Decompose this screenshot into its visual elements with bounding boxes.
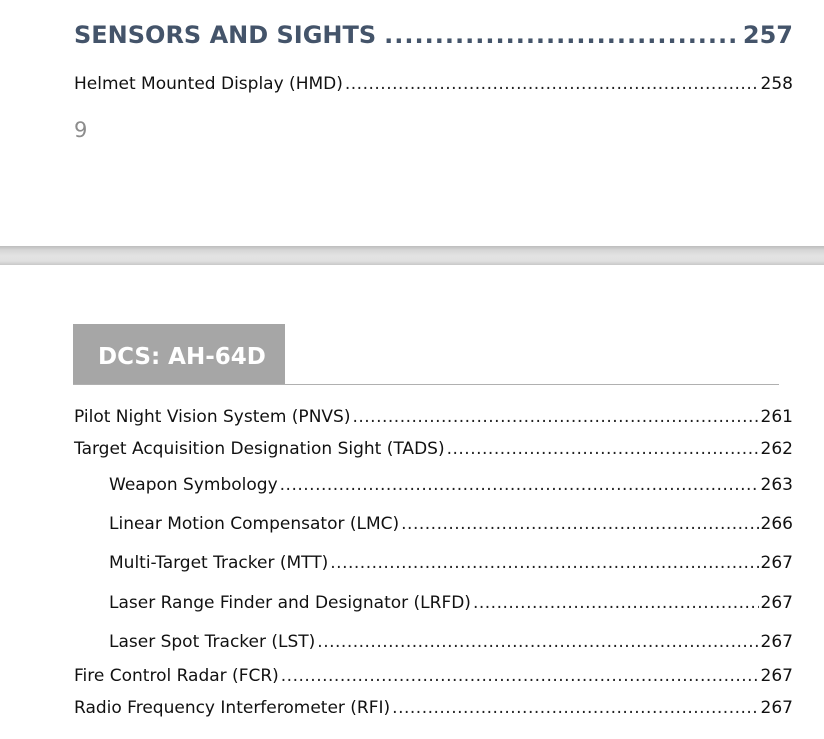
toc-entry-page: 258 [760,74,793,94]
dot-leader: ........................................… [317,632,758,652]
toc-entry-page: 261 [760,407,793,427]
toc-subentry[interactable]: Weapon Symbology .......................… [109,474,793,496]
toc-entry-title: Target Acquisition Designation Sight (TA… [74,439,445,459]
toc-entry-title: Linear Motion Compensator (LMC) [109,514,400,534]
toc-entry-page: 267 [760,553,793,573]
toc-entry[interactable]: Helmet Mounted Display (HMD) ...........… [74,73,793,95]
toc-entry[interactable]: Radio Frequency Interferometer (RFI) ...… [74,697,793,719]
toc-entry-title: Pilot Night Vision System (PNVS) [74,407,351,427]
toc-entry-title: Radio Frequency Interferometer (RFI) [74,698,391,718]
section-title: SENSORS AND SIGHTS [74,21,377,49]
toc-entry-page: 266 [760,514,793,534]
toc-entry-title: Fire Control Radar (FCR) [74,666,279,686]
toc-entry-page: 267 [760,593,793,613]
chapter-tab: DCS: AH-64D [73,324,285,384]
toc-entry-title: Helmet Mounted Display (HMD) [74,74,343,94]
section-page-number: 257 [742,21,793,49]
toc-entry-page: 267 [760,698,793,718]
document-page-bottom: DCS: AH-64D Pilot Night Vision System (P… [0,265,824,739]
dot-leader: ........................................… [446,439,759,459]
toc-entry-page: 262 [760,439,793,459]
dot-leader: ........................................… [401,514,759,534]
toc-entry-title: Weapon Symbology [109,475,278,495]
dot-leader: ........................................… [352,407,759,427]
dot-leader: ........................................… [344,74,759,94]
toc-entry-page: 267 [760,666,793,686]
toc-entry[interactable]: Fire Control Radar (FCR) ...............… [74,665,793,687]
toc-subentry[interactable]: Linear Motion Compensator (LMC) ........… [109,513,793,535]
toc-entry[interactable]: Target Acquisition Designation Sight (TA… [74,438,793,460]
chapter-title: DCS: AH-64D [98,344,266,370]
toc-entry-title: Laser Range Finder and Designator (LRFD) [109,593,471,613]
dot-leader: ........................................… [330,553,758,573]
toc-entry[interactable]: Pilot Night Vision System (PNVS) .......… [74,406,793,428]
document-page-top: SENSORS AND SIGHTS .....................… [0,0,824,246]
toc-section-heading[interactable]: SENSORS AND SIGHTS .....................… [74,20,793,50]
dot-leader: ........................................… [280,666,759,686]
toc-subentry[interactable]: Multi-Target Tracker (MTT) .............… [109,552,793,574]
dot-leader: ........................................… [279,475,759,495]
page-separator [0,246,824,265]
toc-entry-title: Multi-Target Tracker (MTT) [109,553,329,573]
dot-leader: ........................................… [472,593,759,613]
page-number: 9 [74,118,88,142]
dot-leader: ........................................… [384,21,737,49]
dot-leader: ........................................… [392,698,759,718]
toc-subentry[interactable]: Laser Spot Tracker (LST) ...............… [109,631,793,653]
toc-subentry[interactable]: Laser Range Finder and Designator (LRFD)… [109,592,793,614]
toc-entry-page: 267 [760,632,793,652]
toc-entry-page: 263 [760,475,793,495]
toc-entry-title: Laser Spot Tracker (LST) [109,632,316,652]
chapter-divider [73,384,779,385]
